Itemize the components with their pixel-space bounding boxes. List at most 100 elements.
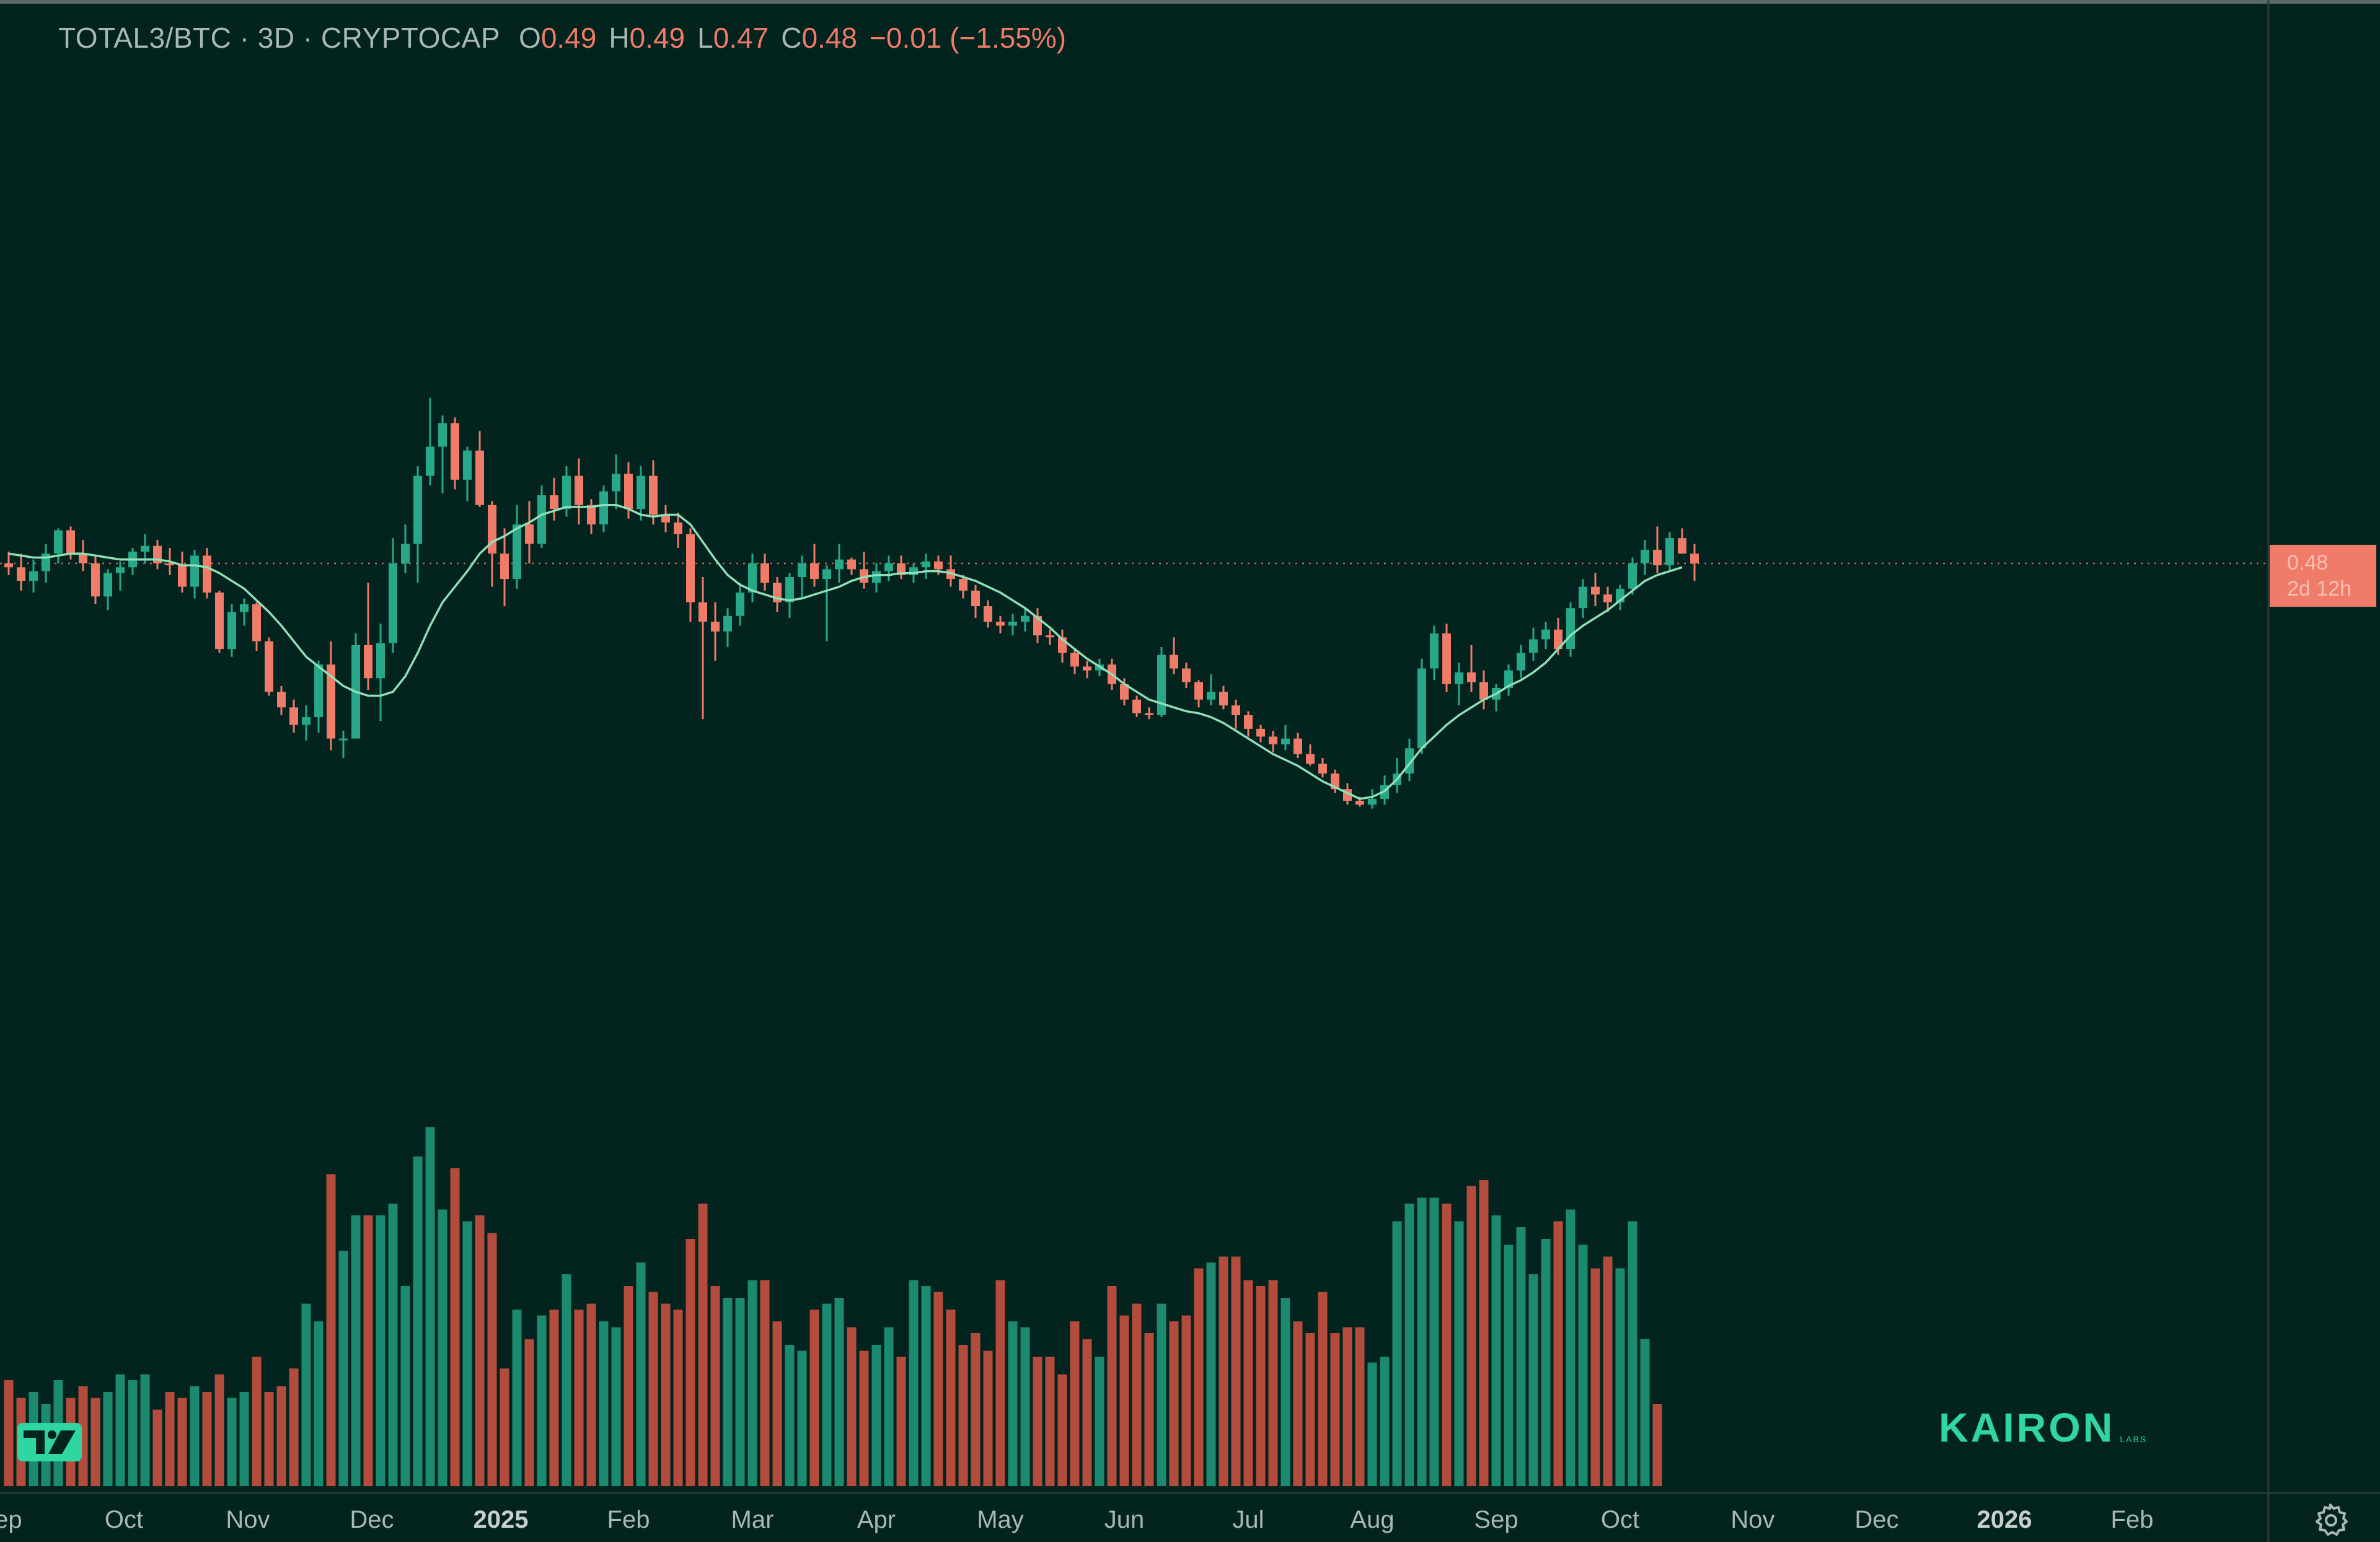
- high-label: H: [609, 22, 630, 54]
- candle: [575, 458, 583, 525]
- candlesticks: [4, 398, 1699, 809]
- candle: [42, 544, 50, 583]
- brand-sub: LABS: [2120, 1434, 2148, 1444]
- candle: [265, 637, 273, 696]
- time-axis-label: Jul: [1232, 1506, 1264, 1533]
- candle: [178, 552, 187, 593]
- bar-countdown: 2d 12h: [2287, 577, 2351, 601]
- candle: [810, 544, 819, 587]
- volume-bar: [103, 1392, 113, 1486]
- candle: [1678, 528, 1686, 554]
- candle-body: [984, 606, 992, 622]
- candle: [1690, 544, 1699, 581]
- volume-bar: [413, 1156, 423, 1486]
- candle: [674, 513, 682, 548]
- candle: [1603, 586, 1612, 612]
- candle-body: [1318, 764, 1327, 774]
- candle: [104, 569, 112, 610]
- volume-bar: [1305, 1333, 1315, 1486]
- candle-body: [1070, 653, 1079, 667]
- time-axis-label: Mar: [731, 1506, 774, 1533]
- candle: [1145, 707, 1153, 720]
- volume-bar: [1107, 1286, 1117, 1486]
- candle-body: [674, 522, 682, 534]
- candle: [500, 528, 509, 607]
- candle: [1529, 627, 1538, 661]
- time-axis-label: 2025: [474, 1506, 529, 1533]
- volume-bar: [264, 1392, 274, 1486]
- volume-bar: [475, 1215, 485, 1486]
- gear-icon[interactable]: [2312, 1501, 2349, 1538]
- candle: [959, 575, 967, 599]
- candle: [996, 615, 1005, 634]
- candle-body: [1678, 538, 1686, 554]
- candle: [773, 576, 782, 612]
- candle-body: [1294, 738, 1302, 754]
- candle: [884, 555, 893, 581]
- candle-body: [798, 563, 806, 577]
- volume-bar: [921, 1286, 931, 1486]
- candle: [723, 608, 732, 648]
- volume-bar: [239, 1392, 249, 1486]
- volume-bar: [586, 1303, 596, 1486]
- candle-body: [513, 524, 521, 579]
- volume-bar: [115, 1374, 125, 1486]
- candle-body: [1120, 684, 1129, 700]
- volume-bar: [1082, 1339, 1092, 1486]
- volume-bar: [1206, 1262, 1216, 1486]
- candle: [1021, 608, 1029, 632]
- volume-bar: [537, 1315, 547, 1486]
- time-axis-label: Apr: [857, 1506, 896, 1533]
- time-axis[interactable]: Sep Oct Nov Dec 2025 Feb Mar Apr May Jun Jul Aug Sep…: [0, 1506, 2153, 1533]
- candle: [860, 552, 868, 589]
- volume-bar: [152, 1409, 162, 1486]
- candle-body: [1566, 608, 1575, 650]
- time-axis-label: Dec: [1854, 1506, 1898, 1533]
- candle-body: [413, 475, 422, 544]
- candle-body: [289, 707, 298, 725]
- candle: [1306, 744, 1315, 766]
- candle: [289, 699, 298, 733]
- candle: [1058, 629, 1067, 663]
- candle: [91, 555, 100, 604]
- open-value: 0.49: [540, 22, 597, 54]
- candle-body: [1653, 550, 1662, 566]
- symbol-label[interactable]: TOTAL3/BTC · 3D · CRYPTOCAP: [58, 22, 501, 54]
- volume-bar: [1194, 1268, 1204, 1486]
- candle-body: [327, 664, 335, 739]
- volume-bar: [1256, 1286, 1266, 1486]
- volume-bar: [636, 1262, 646, 1486]
- volume-bar: [599, 1321, 609, 1486]
- candle-body: [1021, 615, 1029, 622]
- candle-body: [339, 738, 348, 741]
- candle-body: [1132, 699, 1141, 713]
- volume-bar: [871, 1345, 881, 1486]
- candle: [1083, 661, 1091, 679]
- volume-bar: [1528, 1274, 1538, 1486]
- volume-bar: [797, 1350, 807, 1486]
- candle-body: [1182, 668, 1191, 682]
- tradingview-logo-icon[interactable]: [17, 1423, 82, 1461]
- volume-bars: [4, 1127, 1662, 1486]
- volume-bar: [400, 1286, 410, 1486]
- volume-bar: [1603, 1256, 1613, 1486]
- candle: [203, 547, 211, 599]
- volume-bar: [1516, 1227, 1526, 1486]
- volume-bar: [562, 1274, 571, 1486]
- candle-body: [562, 475, 571, 509]
- candle: [1244, 711, 1253, 737]
- candle-body: [1281, 738, 1290, 745]
- candle-body: [426, 446, 434, 476]
- candle-body: [240, 604, 249, 612]
- candle: [599, 485, 608, 532]
- symbol-header: TOTAL3/BTC · 3D · CRYPTOCAP O 0.49 H 0.49 …: [58, 21, 1066, 55]
- volume-bar: [1652, 1404, 1662, 1486]
- candle-body: [1641, 550, 1649, 563]
- volume-bar: [1169, 1321, 1179, 1486]
- candle-body: [1207, 692, 1215, 700]
- brand-name: KAIRON: [1939, 1404, 2115, 1450]
- candle-body: [1665, 538, 1674, 566]
- volume-bar: [1466, 1186, 1476, 1486]
- low-label: L: [697, 22, 713, 54]
